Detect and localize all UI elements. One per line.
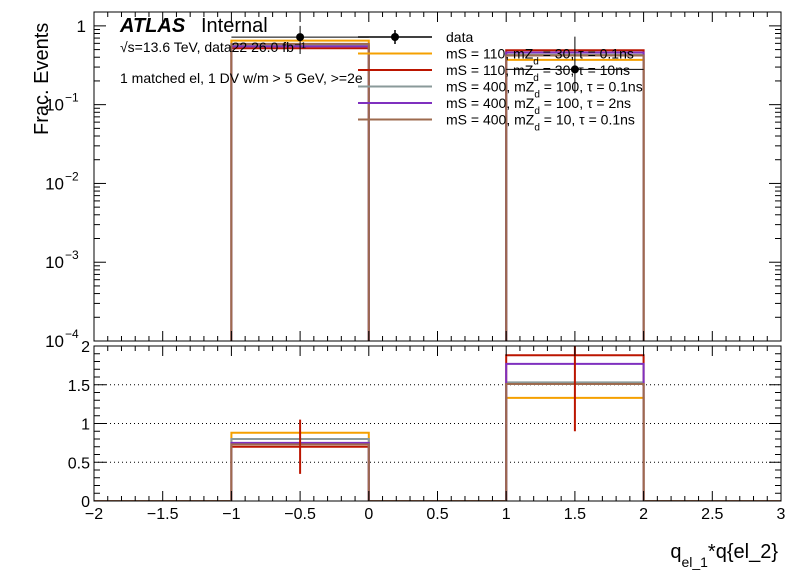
ratio-x-tick-label-0: −2 xyxy=(85,506,103,523)
ratio-y-tick-label-4: 2 xyxy=(81,339,90,356)
main-y-axis-label: Frac. Events xyxy=(31,23,53,135)
ratio-histograms xyxy=(94,346,781,501)
main-y-tick-base: 10 xyxy=(45,96,64,115)
main-histograms xyxy=(230,39,645,341)
data-point-1 xyxy=(570,65,579,74)
main-y-tick-base: 10 xyxy=(45,174,64,193)
ratio-x-tick-label-2: −1 xyxy=(222,506,240,523)
atlas-internal-label: Internal xyxy=(201,15,268,37)
ratio-y-tick-label-0: 0 xyxy=(81,494,90,511)
main-hist-series-3 xyxy=(230,44,645,341)
main-y-tick-exp: −1 xyxy=(65,91,79,105)
ratio-panel: 0 0.5 1 1.5 2 −2 −1.5 −1 −0.5 0 0.5 1 1.5 2 2.5 3 qel_1*… xyxy=(68,339,786,570)
legend-entry-5: mS = 400, mZd = 10, τ = 0.1ns xyxy=(358,112,635,134)
ratio-x-tick-label-7: 1.5 xyxy=(564,506,586,523)
legend-entry-3: mS = 400, mZd = 100, τ = 0.1ns xyxy=(358,79,643,101)
ratio-x-tick-label-3: −0.5 xyxy=(284,506,316,523)
main-hist-series-5 xyxy=(230,42,645,341)
ratio-hist-series-2 xyxy=(94,381,781,501)
ratio-x-tick-label-6: 1 xyxy=(502,506,511,523)
ratio-x-tick-label-1: −1.5 xyxy=(147,506,179,523)
legend-entry-0: data xyxy=(358,29,473,45)
ratio-x-tick-label-4: 0 xyxy=(364,506,373,523)
main-y-tick-exp: −3 xyxy=(65,248,79,262)
ratio-hist-series-1 xyxy=(94,354,781,501)
main-hist-series-1 xyxy=(230,39,645,341)
ratio-x-tick-label-10: 3 xyxy=(777,506,786,523)
main-y-tick-exp: −2 xyxy=(65,169,79,183)
main-y-tick-label-0: 1 xyxy=(77,17,86,36)
energy-lumi-label: √s=13.6 TeV, data22 26.0 fb⁻¹ xyxy=(120,39,306,55)
legend-label: mS = 110, mZd = 30, τ = 10ns xyxy=(446,62,630,84)
legend-entry-4: mS = 400, mZd = 100, τ = 2ns xyxy=(358,95,631,117)
legend-entry-1: mS = 110, mZd = 30, τ = 0.1ns xyxy=(358,46,634,68)
main-y-tick-base: 10 xyxy=(45,253,64,272)
atlas-label: ATLAS xyxy=(119,15,186,37)
main-frame xyxy=(93,11,782,342)
main-y-tick-label-4: 10 −4 xyxy=(45,327,79,351)
data-point-0 xyxy=(296,33,305,42)
ratio-hist-series-4 xyxy=(94,382,781,501)
legend-label: mS = 400, mZd = 10, τ = 0.1ns xyxy=(446,112,635,134)
ratio-y-tick-label-2: 1 xyxy=(81,417,90,434)
legend-entry-2: mS = 110, mZd = 30, τ = 10ns xyxy=(358,62,630,84)
main-y-tick-label-3: 10 −3 xyxy=(45,248,79,272)
legend-label: mS = 400, mZd = 100, τ = 0.1ns xyxy=(446,79,643,101)
main-y-tick-label-1: 10 −1 xyxy=(45,91,79,115)
x-axis-label: qel_1*q{el_2} xyxy=(670,541,778,570)
ratio-x-tick-label-8: 2 xyxy=(639,506,648,523)
selection-label: 1 matched el, 1 DV w/m > 5 GeV, >=2e xyxy=(120,70,363,86)
main-hist-series-4 xyxy=(230,45,645,341)
ratio-hist-series-0 xyxy=(94,396,781,501)
main-y-tick-label-2: 10 −2 xyxy=(45,169,79,193)
legend-label: mS = 400, mZd = 100, τ = 2ns xyxy=(446,95,631,117)
ratio-frame xyxy=(93,345,782,502)
main-y-tick-exp: −4 xyxy=(65,327,79,341)
ratio-y-tick-label-3: 1.5 xyxy=(68,378,90,395)
ratio-x-tick-label-5: 0.5 xyxy=(426,506,448,523)
main-y-tick-base: 10 xyxy=(45,332,64,351)
ratio-hist-series-3 xyxy=(94,362,781,501)
legend-label: mS = 110, mZd = 30, τ = 0.1ns xyxy=(446,46,634,68)
legend-marker xyxy=(391,33,399,41)
ratio-x-tick-label-9: 2.5 xyxy=(701,506,723,523)
main-hist-series-2 xyxy=(230,47,645,341)
main-y-tick-base: 1 xyxy=(77,17,86,36)
ratio-y-tick-label-1: 0.5 xyxy=(68,455,90,472)
legend-label: data xyxy=(446,29,473,45)
